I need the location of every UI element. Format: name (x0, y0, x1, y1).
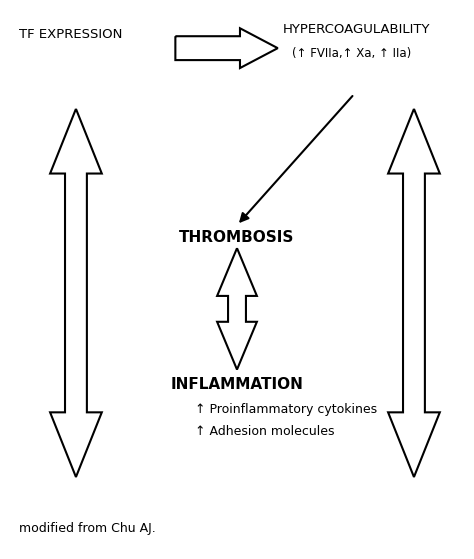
Text: (↑ FVIIa,↑ Xa, ↑ IIa): (↑ FVIIa,↑ Xa, ↑ IIa) (292, 46, 411, 60)
Text: INFLAMMATION: INFLAMMATION (171, 377, 303, 392)
Text: TF EXPRESSION: TF EXPRESSION (19, 28, 123, 41)
Text: ↑ Proinflammatory cytokines: ↑ Proinflammatory cytokines (195, 403, 377, 416)
Text: THROMBOSIS: THROMBOSIS (179, 230, 295, 245)
Text: modified from Chu AJ.: modified from Chu AJ. (19, 522, 156, 536)
Text: ↑ Adhesion molecules: ↑ Adhesion molecules (195, 425, 335, 438)
Text: HYPERCOAGULABILITY: HYPERCOAGULABILITY (283, 23, 430, 36)
